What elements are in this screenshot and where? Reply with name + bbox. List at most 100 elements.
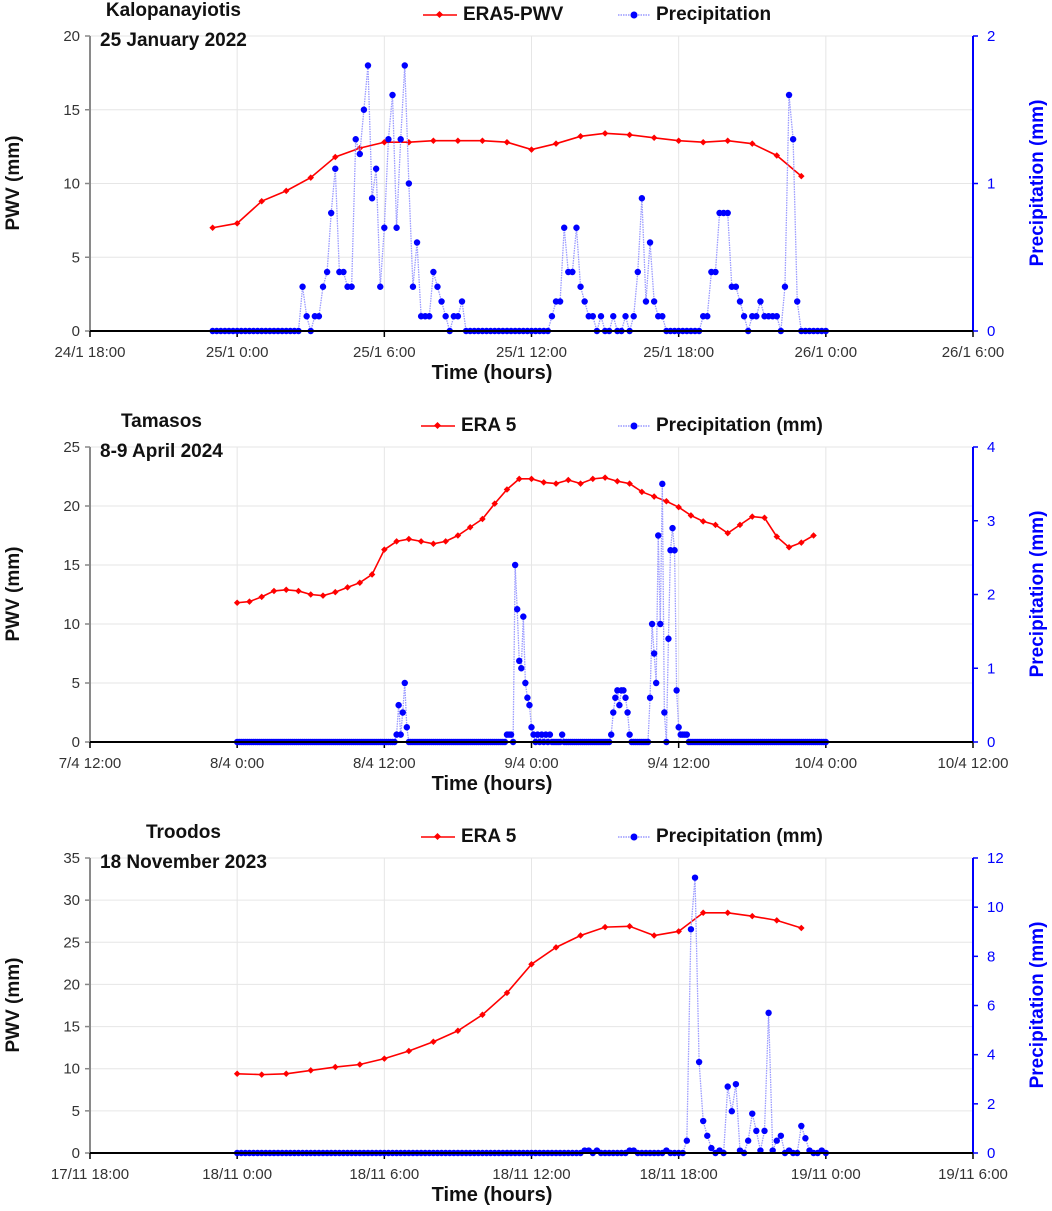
precipitation-point	[315, 313, 323, 320]
era5-pwv-point	[381, 1055, 388, 1062]
precipitation-point	[687, 926, 695, 933]
chart-2-y-axis-title: PWV (mm)	[3, 546, 24, 642]
era5-pwv-point	[454, 137, 462, 144]
legend-item-precip: Precipitation	[618, 4, 771, 26]
precipitation-point	[708, 1144, 715, 1152]
precipitation-point	[597, 313, 605, 320]
y-tick-label: 5	[72, 675, 80, 692]
x-tick-label: 25/1 6:00	[353, 344, 416, 361]
era5-pwv-point	[552, 140, 560, 147]
era5-pwv-point	[675, 503, 682, 511]
x-tick-label: 25/1 12:00	[496, 344, 567, 361]
precipitation-point	[638, 195, 646, 202]
x-tick-label: 26/1 0:00	[795, 344, 858, 361]
era5-pwv-point	[295, 587, 302, 595]
precipitation-point	[581, 298, 588, 305]
red-line-diamond-icon	[421, 832, 455, 841]
y-tick-label: 15	[63, 1019, 80, 1036]
precipitation-point	[757, 298, 764, 305]
chart-2-subtitle: 8-9 April 2024	[100, 441, 223, 462]
precipitation-point	[650, 298, 658, 305]
precipitation-point	[426, 313, 433, 320]
era5-pwv-point	[724, 529, 731, 537]
precipitation-point	[520, 613, 527, 620]
blue-dot-line-icon	[618, 833, 650, 841]
era5-pwv-point	[466, 523, 474, 531]
precipitation-point	[761, 1127, 768, 1135]
precipitation-point	[652, 679, 660, 687]
precipitation-point	[303, 313, 310, 320]
chart-1-y-axis-title: PWV (mm)	[3, 135, 24, 231]
chart-1-y2-axis-title: Precipitation (mm)	[1027, 99, 1048, 267]
chart-1-title: Kalopanayiotis	[105, 0, 241, 21]
precipitation-point	[332, 165, 339, 172]
precipitation-point	[648, 620, 656, 628]
precipitation-point	[393, 224, 400, 231]
precipitation-point	[401, 62, 408, 69]
era5-pwv-point	[638, 488, 646, 496]
precipitation-point	[507, 731, 515, 738]
era5-pwv-point	[773, 917, 781, 924]
x-tick-label: 25/1 18:00	[643, 344, 714, 361]
precipitation-point	[610, 313, 617, 320]
era5-pwv-point	[430, 137, 437, 144]
era5-pwv-point	[405, 138, 413, 146]
era5-pwv-point	[528, 475, 535, 483]
era5-pwv-point	[479, 515, 486, 523]
era5-pwv-point	[270, 587, 278, 595]
precipitation-point	[372, 165, 380, 172]
era5-pwv-point	[503, 989, 511, 997]
precipitation-point	[518, 665, 525, 672]
precipitation-point	[622, 694, 629, 701]
precipitation-point	[655, 532, 662, 539]
era5-pwv-point	[687, 512, 695, 519]
precipitation-point	[728, 1108, 736, 1115]
precipitation-point	[624, 709, 631, 716]
precipitation-point	[665, 635, 672, 642]
era5-pwv-point	[663, 498, 670, 505]
precipitation-point	[773, 1137, 780, 1144]
era5-pwv-line	[237, 476, 814, 604]
y-tick-label: 20	[63, 976, 80, 993]
era5-pwv-point	[626, 131, 633, 139]
precipitation-point	[765, 1009, 772, 1017]
precipitation-point	[620, 687, 627, 694]
precipitation-point	[608, 731, 615, 738]
precipitation-point	[691, 874, 699, 881]
precipitation-point	[683, 731, 691, 738]
precipitation-point	[323, 268, 331, 276]
era5-pwv-point	[356, 1061, 364, 1068]
blue-dot-line-icon	[618, 11, 650, 19]
precipitation-point	[683, 1137, 691, 1144]
era5-pwv-point	[810, 532, 817, 539]
era5-pwv-point	[332, 588, 339, 596]
precipitation-point	[401, 679, 408, 687]
precipitation-point	[712, 268, 719, 276]
era5-pwv-point	[282, 187, 290, 195]
x-tick-label: 8/4 12:00	[353, 755, 416, 772]
precipitation-point	[397, 731, 404, 738]
precipitation-point	[704, 1132, 711, 1139]
y-tick-label: 0	[72, 323, 80, 340]
precipitation-point	[744, 1137, 752, 1144]
era5-pwv-point	[209, 224, 216, 232]
y-tick-label: 25	[63, 439, 80, 456]
era5-pwv-point	[417, 538, 425, 545]
precipitation-point	[569, 268, 576, 276]
precipitation-point	[661, 709, 668, 716]
legend-item-era: ERA 5	[421, 826, 516, 848]
y-tick-label: 5	[72, 249, 80, 266]
era5-pwv-point	[601, 130, 609, 137]
era5-pwv-point	[748, 912, 756, 920]
chart-1-subtitle: 25 January 2022	[100, 30, 247, 51]
era5-pwv-point	[724, 137, 731, 144]
precipitation-point	[675, 724, 682, 731]
x-tick-label: 19/11 6:00	[938, 1166, 1008, 1183]
y2-tick-label: 2	[987, 28, 995, 45]
precipitation-point	[516, 657, 523, 665]
era5-pwv-point	[650, 134, 658, 142]
era5-pwv-point	[650, 932, 658, 939]
chart-3-title: Troodos	[145, 822, 221, 843]
precipitation-point	[377, 283, 384, 290]
